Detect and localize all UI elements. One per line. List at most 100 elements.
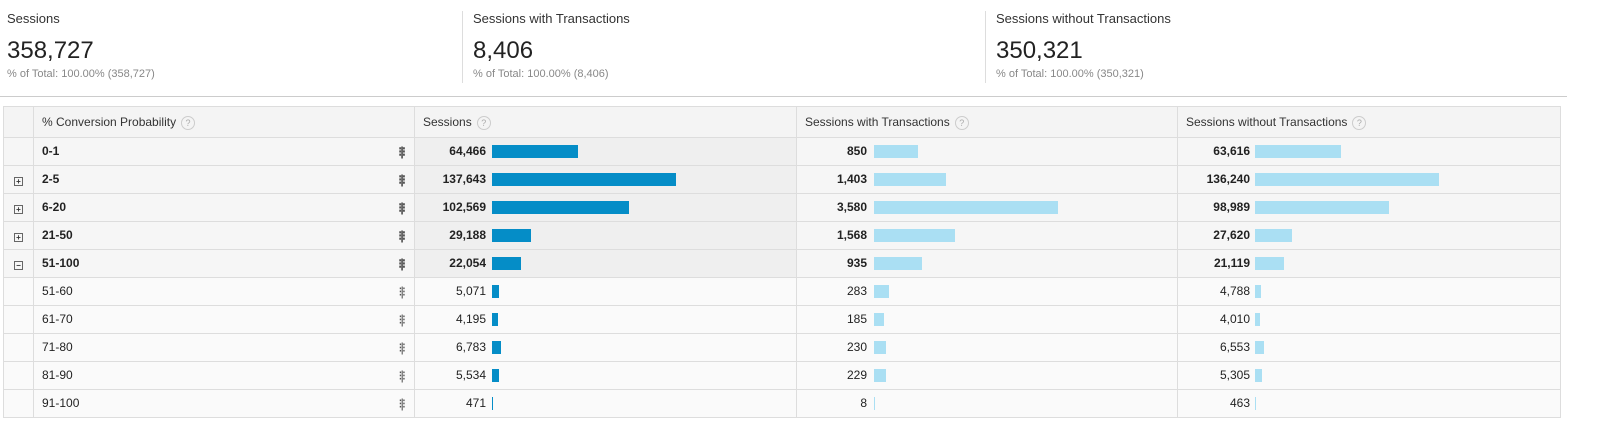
metric-bar xyxy=(874,313,884,326)
metric-cell: 5,534 xyxy=(414,361,797,390)
metric-bar xyxy=(492,341,501,354)
metric-value: 283 xyxy=(846,284,867,298)
metric-wrap: 1,403 xyxy=(797,166,1177,193)
metric-value: 6,553 xyxy=(1219,340,1250,354)
metric-bar xyxy=(492,257,521,270)
metric-wrap: 5,071 xyxy=(415,278,796,305)
help-icon[interactable]: ? xyxy=(1352,115,1367,130)
row-label[interactable]: 51-60 xyxy=(42,284,73,298)
pivot-icon[interactable]: ⁝|⁝ xyxy=(398,340,406,355)
pivot-icon[interactable]: ⁝|⁝ xyxy=(398,200,406,215)
pivot-icon[interactable]: ⁝|⁝ xyxy=(398,256,406,271)
expander-cell xyxy=(3,305,34,334)
row-label[interactable]: 6-20 xyxy=(42,200,67,214)
scorecard-sessions: Sessions 358,727 % of Total: 100.00% (35… xyxy=(7,11,155,83)
metric-value: 29,188 xyxy=(449,228,486,242)
expander-cell[interactable]: − xyxy=(3,249,34,278)
expand-icon[interactable]: + xyxy=(14,176,23,186)
metric-wrap: 229 xyxy=(797,362,1177,389)
help-icon[interactable]: ? xyxy=(181,115,196,130)
metric-wrap: 1,568 xyxy=(797,222,1177,249)
help-icon[interactable]: ? xyxy=(476,115,491,130)
expander-cell[interactable]: + xyxy=(3,165,34,194)
scorecard-subtext: % of Total: 100.00% (8,406) xyxy=(473,68,609,80)
metric-bar xyxy=(492,285,499,298)
table-row: 91-100 ⁝|⁝ 471 8 463 xyxy=(3,389,1561,418)
metric-cell: 283 xyxy=(796,277,1178,306)
dimension-wrap: 21-50 ⁝|⁝ xyxy=(34,222,414,249)
scorecard-label: Sessions without Transactions xyxy=(996,11,1171,26)
pivot-icon[interactable]: ⁝|⁝ xyxy=(398,396,406,411)
summary-scorecards: Sessions 358,727 % of Total: 100.00% (35… xyxy=(0,0,1567,97)
metric-cell: 6,553 xyxy=(1177,333,1561,362)
table-row: +2-5 ⁝|⁝ 137,643 1,403 136,240 xyxy=(3,165,1561,194)
expander-cell[interactable]: + xyxy=(3,193,34,222)
pivot-icon[interactable]: ⁝|⁝ xyxy=(398,284,406,299)
metric-wrap: 5,305 xyxy=(1178,362,1560,389)
metric-value: 64,466 xyxy=(449,144,486,158)
collapse-icon[interactable]: − xyxy=(14,260,23,270)
metric-bar xyxy=(1255,369,1262,382)
pivot-icon[interactable]: ⁝|⁝ xyxy=(398,172,406,187)
header-conversion-probability[interactable]: % Conversion Probability? xyxy=(33,106,415,138)
header-sessions[interactable]: Sessions? xyxy=(414,106,797,138)
metric-cell: 1,403 xyxy=(796,165,1178,194)
metric-bar xyxy=(1255,313,1260,326)
metric-bar xyxy=(1255,397,1256,410)
dimension-cell: 61-70 ⁝|⁝ xyxy=(33,305,415,334)
row-label[interactable]: 2-5 xyxy=(42,172,60,186)
metric-bar xyxy=(1255,173,1439,186)
metric-value: 21,119 xyxy=(1213,256,1250,270)
pivot-icon[interactable]: ⁝|⁝ xyxy=(398,144,406,159)
table-row: 81-90 ⁝|⁝ 5,534 229 5,305 xyxy=(3,361,1561,390)
metric-cell: 935 xyxy=(796,249,1178,278)
metric-bar xyxy=(1255,201,1389,214)
metric-cell: 4,010 xyxy=(1177,305,1561,334)
metric-bar xyxy=(492,145,578,158)
row-label[interactable]: 61-70 xyxy=(42,312,73,326)
row-label[interactable]: 0-1 xyxy=(42,144,60,158)
pivot-icon[interactable]: ⁝|⁝ xyxy=(398,368,406,383)
row-label[interactable]: 51-100 xyxy=(42,256,80,270)
metric-wrap: 137,643 xyxy=(415,166,796,193)
metric-bar xyxy=(1255,257,1284,270)
metric-value: 22,054 xyxy=(449,256,486,270)
header-sessions-with-transactions[interactable]: Sessions with Transactions? xyxy=(796,106,1178,138)
metric-wrap: 463 xyxy=(1178,390,1560,417)
expander-cell[interactable]: + xyxy=(3,221,34,250)
dimension-wrap: 0-1 ⁝|⁝ xyxy=(34,138,414,165)
scorecard-value: 8,406 xyxy=(473,37,534,64)
row-label[interactable]: 91-100 xyxy=(42,396,80,410)
metric-value: 136,240 xyxy=(1206,172,1250,186)
table-header-row: % Conversion Probability? Sessions? Sess… xyxy=(3,106,1561,138)
pivot-icon[interactable]: ⁝|⁝ xyxy=(398,228,406,243)
metric-bar xyxy=(874,201,1058,214)
metric-bar xyxy=(1255,145,1341,158)
expand-icon[interactable]: + xyxy=(14,204,23,214)
row-label[interactable]: 71-80 xyxy=(42,340,73,354)
row-label[interactable]: 21-50 xyxy=(42,228,73,242)
metric-bar xyxy=(874,397,875,410)
row-label[interactable]: 81-90 xyxy=(42,368,73,382)
header-sessions-without-transactions[interactable]: Sessions without Transactions? xyxy=(1177,106,1561,138)
metric-value: 463 xyxy=(1229,396,1250,410)
help-icon[interactable]: ? xyxy=(954,115,969,130)
metric-cell: 27,620 xyxy=(1177,221,1561,250)
expander-cell xyxy=(3,137,34,166)
scorecard-subtext: % of Total: 100.00% (350,321) xyxy=(996,68,1144,80)
scorecard-sessions-with-transactions: Sessions with Transactions 8,406 % of To… xyxy=(462,11,630,83)
metric-wrap: 6,783 xyxy=(415,334,796,361)
metric-wrap: 3,580 xyxy=(797,194,1177,221)
dimension-wrap: 71-80 ⁝|⁝ xyxy=(34,334,414,361)
expand-icon[interactable]: + xyxy=(14,232,23,242)
metric-value: 8 xyxy=(860,396,867,410)
pivot-icon[interactable]: ⁝|⁝ xyxy=(398,312,406,327)
dimension-wrap: 6-20 ⁝|⁝ xyxy=(34,194,414,221)
metric-cell: 64,466 xyxy=(414,137,797,166)
metric-bar xyxy=(874,341,886,354)
metric-wrap: 5,534 xyxy=(415,362,796,389)
table-row: +21-50 ⁝|⁝ 29,188 1,568 27,620 xyxy=(3,221,1561,250)
metric-bar xyxy=(874,369,886,382)
metric-cell: 471 xyxy=(414,389,797,418)
header-label: % Conversion Probability xyxy=(42,114,177,129)
